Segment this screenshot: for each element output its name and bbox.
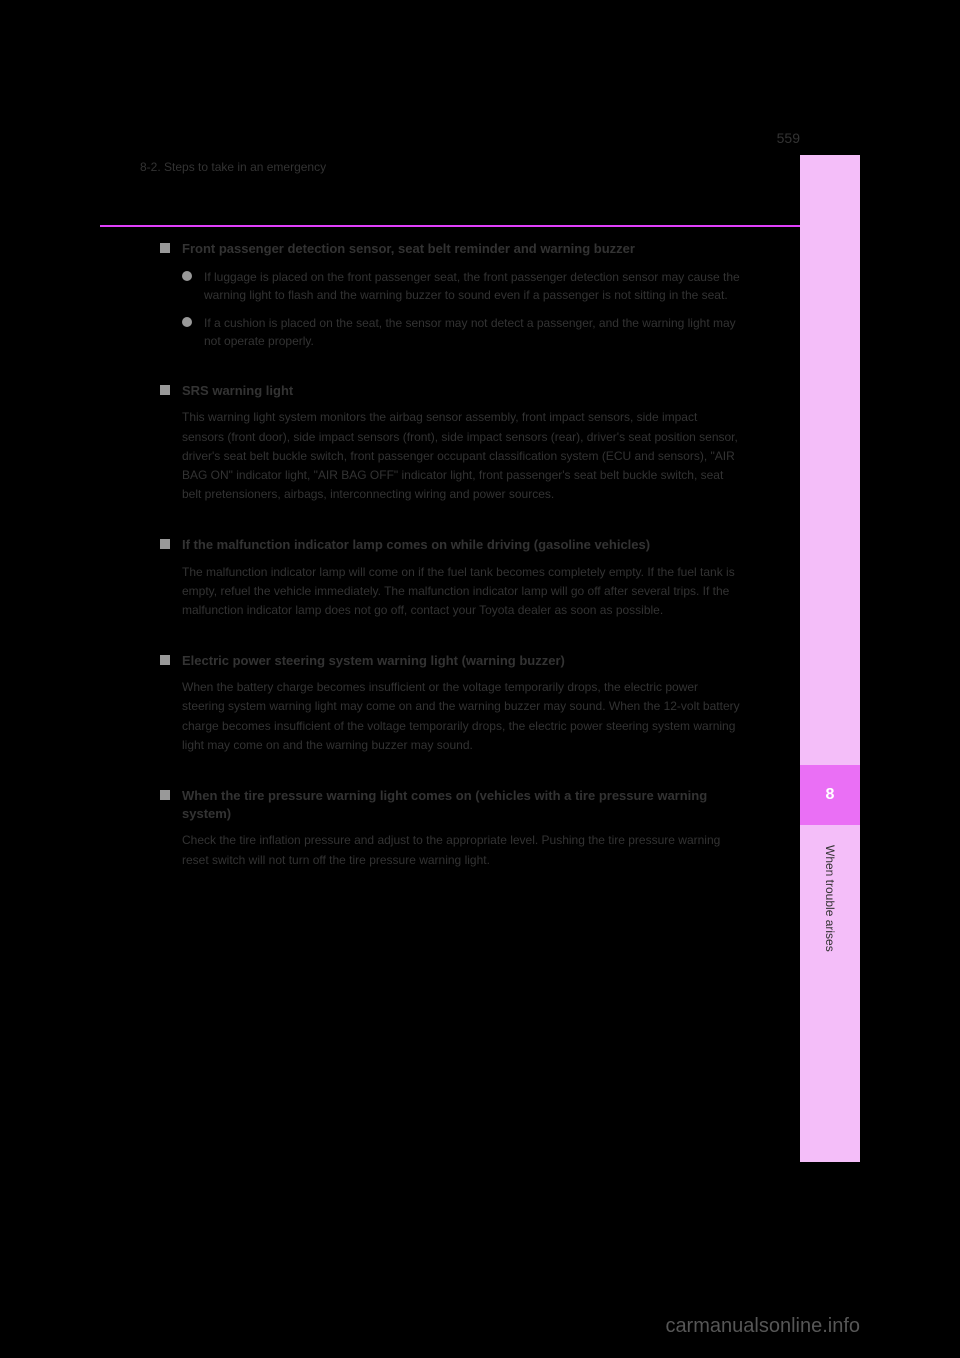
- content-item: Electric power steering system warning l…: [160, 652, 740, 755]
- item-header: SRS warning light: [160, 382, 740, 400]
- square-bullet-icon: [160, 243, 170, 253]
- sub-item: If luggage is placed on the front passen…: [182, 268, 740, 304]
- round-bullet-icon: [182, 271, 192, 281]
- content-item: When the tire pressure warning light com…: [160, 787, 740, 870]
- square-bullet-icon: [160, 655, 170, 665]
- square-bullet-icon: [160, 539, 170, 549]
- square-bullet-icon: [160, 790, 170, 800]
- item-body: If luggage is placed on the front passen…: [182, 268, 740, 350]
- item-body: When the battery charge becomes insuffic…: [182, 678, 740, 755]
- item-body: The malfunction indicator lamp will come…: [182, 563, 740, 621]
- square-bullet-icon: [160, 385, 170, 395]
- section-title: 8-2. Steps to take in an emergency: [140, 160, 326, 174]
- item-header: Front passenger detection sensor, seat b…: [160, 240, 740, 258]
- chapter-number-box: 8: [800, 765, 860, 825]
- item-body: Check the tire inflation pressure and ad…: [182, 831, 740, 869]
- item-title: Front passenger detection sensor, seat b…: [182, 240, 635, 258]
- sub-item: If a cushion is placed on the seat, the …: [182, 314, 740, 350]
- item-header: Electric power steering system warning l…: [160, 652, 740, 670]
- content-item: If the malfunction indicator lamp comes …: [160, 536, 740, 620]
- sub-text: If a cushion is placed on the seat, the …: [204, 314, 740, 350]
- item-header: If the malfunction indicator lamp comes …: [160, 536, 740, 554]
- page-content: 559 8-2. Steps to take in an emergency F…: [100, 130, 800, 1180]
- chapter-side-tab: 8 When trouble arises: [800, 155, 860, 1162]
- item-title: Electric power steering system warning l…: [182, 652, 565, 670]
- chapter-label: When trouble arises: [823, 845, 837, 952]
- chapter-label-box: When trouble arises: [800, 845, 860, 957]
- round-bullet-icon: [182, 317, 192, 327]
- item-title: SRS warning light: [182, 382, 293, 400]
- page-number: 559: [777, 130, 800, 146]
- page-header: 559 8-2. Steps to take in an emergency: [100, 130, 800, 220]
- sub-text: If luggage is placed on the front passen…: [204, 268, 740, 304]
- header-divider: [100, 225, 800, 227]
- content-item: Front passenger detection sensor, seat b…: [160, 240, 740, 350]
- item-body: This warning light system monitors the a…: [182, 408, 740, 504]
- item-title: When the tire pressure warning light com…: [182, 787, 740, 823]
- content-area: Front passenger detection sensor, seat b…: [160, 240, 740, 902]
- item-title: If the malfunction indicator lamp comes …: [182, 536, 650, 554]
- item-header: When the tire pressure warning light com…: [160, 787, 740, 823]
- content-item: SRS warning light This warning light sys…: [160, 382, 740, 504]
- watermark: carmanualsonline.info: [665, 1315, 860, 1338]
- chapter-number: 8: [826, 786, 835, 804]
